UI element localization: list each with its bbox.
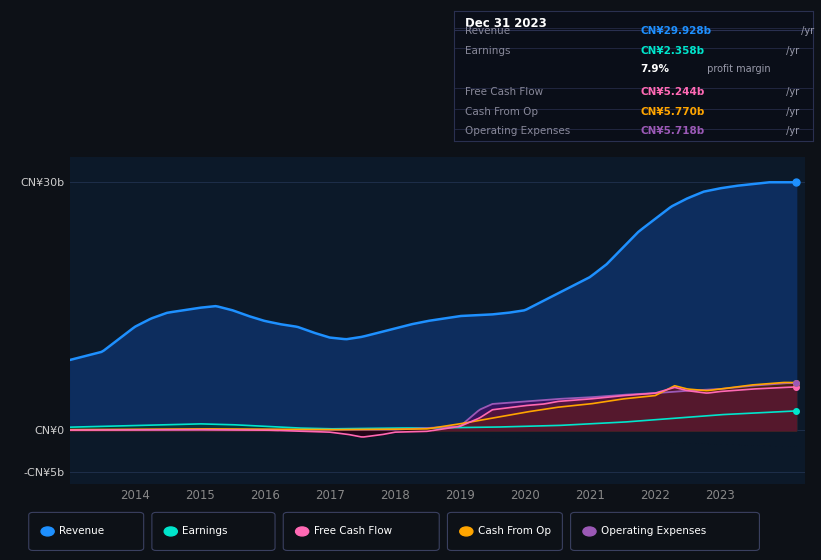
Text: Revenue: Revenue (465, 26, 510, 36)
Text: CN¥2.358b: CN¥2.358b (640, 46, 704, 56)
Text: 7.9%: 7.9% (640, 64, 670, 74)
Text: profit margin: profit margin (704, 64, 770, 74)
Text: /yr: /yr (782, 87, 799, 96)
Text: Operating Expenses: Operating Expenses (601, 526, 706, 536)
Text: CN¥5.718b: CN¥5.718b (640, 125, 704, 136)
Text: Free Cash Flow: Free Cash Flow (465, 87, 543, 96)
Text: Free Cash Flow: Free Cash Flow (314, 526, 392, 536)
Text: CN¥5.244b: CN¥5.244b (640, 87, 705, 96)
Text: /yr: /yr (782, 107, 799, 117)
Text: Earnings: Earnings (182, 526, 227, 536)
Text: Revenue: Revenue (59, 526, 104, 536)
Text: Earnings: Earnings (465, 46, 511, 56)
Text: Dec 31 2023: Dec 31 2023 (465, 16, 547, 30)
Text: /yr: /yr (799, 26, 814, 36)
Text: CN¥29.928b: CN¥29.928b (640, 26, 712, 36)
Text: /yr: /yr (782, 46, 799, 56)
Text: /yr: /yr (782, 125, 799, 136)
Text: Operating Expenses: Operating Expenses (465, 125, 570, 136)
Text: Cash From Op: Cash From Op (478, 526, 551, 536)
Text: Cash From Op: Cash From Op (465, 107, 538, 117)
Text: CN¥5.770b: CN¥5.770b (640, 107, 705, 117)
